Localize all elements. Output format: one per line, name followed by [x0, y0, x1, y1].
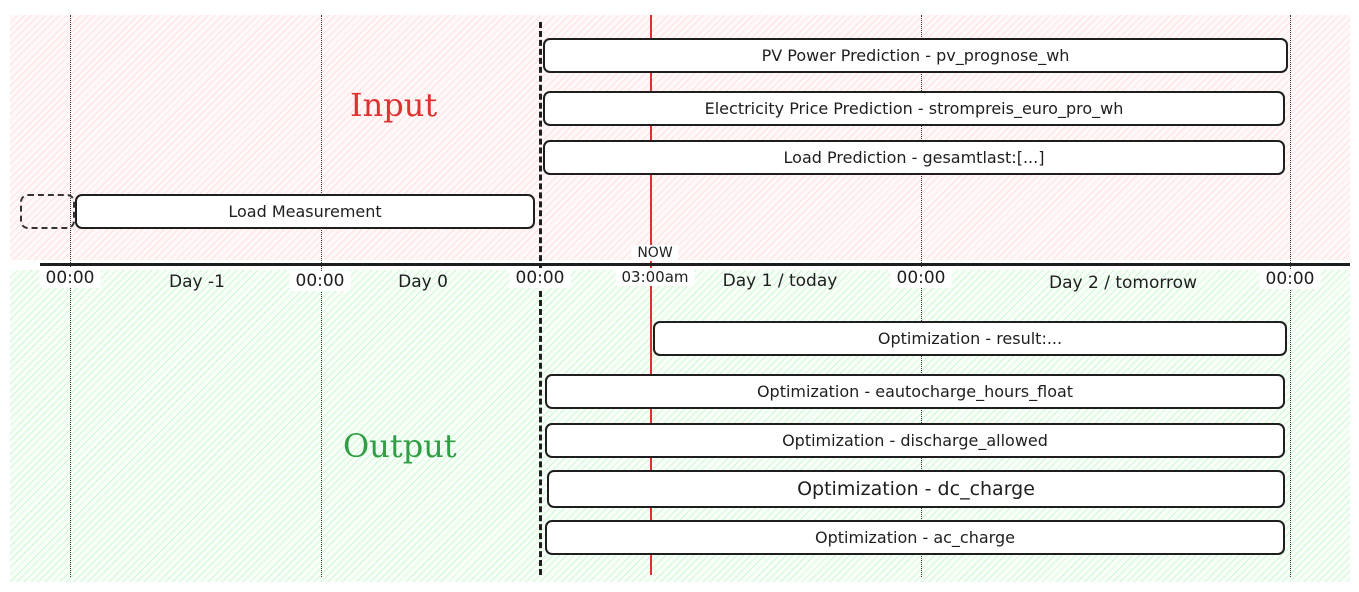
- output-label: Output: [343, 427, 457, 465]
- ac-charge-bar: Optimization - ac_charge: [545, 520, 1285, 555]
- day-label: Day -1: [169, 272, 225, 292]
- day-boundary-line: [321, 15, 322, 577]
- dc-charge-bar: Optimization - dc_charge: [547, 470, 1285, 508]
- pv-prediction-bar: PV Power Prediction - pv_prognose_wh: [543, 38, 1288, 73]
- discharge-allowed-bar: Optimization - discharge_allowed: [545, 423, 1285, 458]
- tick-label: 00:00: [509, 268, 571, 288]
- day-boundary-line: [70, 15, 71, 577]
- day-label: Day 2 / tomorrow: [1049, 273, 1197, 293]
- today-start-line: [539, 22, 542, 575]
- now-label: NOW: [631, 245, 679, 261]
- now-line: [650, 15, 652, 575]
- tick-label: 00:00: [890, 268, 952, 288]
- eautocharge-bar: Optimization - eautocharge_hours_float: [545, 374, 1285, 409]
- price-prediction-bar: Electricity Price Prediction - stromprei…: [543, 91, 1285, 126]
- day-boundary-line: [1290, 15, 1291, 577]
- tick-label: 00:00: [39, 268, 101, 288]
- input-label: Input: [350, 86, 438, 124]
- optimization-result-bar: Optimization - result:...: [653, 321, 1287, 356]
- day-boundary-line: [921, 15, 922, 577]
- day-label: Day 1 / today: [722, 271, 838, 291]
- tick-label: 00:00: [1259, 269, 1321, 289]
- load-measurement-bar: Load Measurement: [75, 194, 535, 229]
- day-label: Day 0: [398, 272, 448, 292]
- load-prediction-bar: Load Prediction - gesamtlast:[...]: [543, 140, 1285, 175]
- load-measurement-extension: [20, 194, 75, 229]
- tick-label: 03:00am: [615, 268, 695, 286]
- tick-label: 00:00: [289, 271, 351, 291]
- time-axis: [40, 263, 1350, 266]
